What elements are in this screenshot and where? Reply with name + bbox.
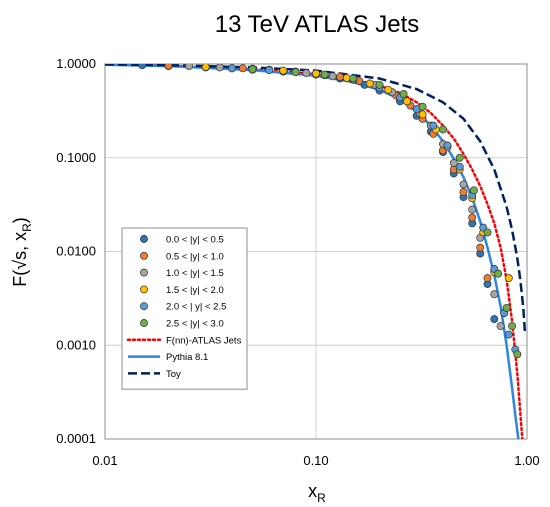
x-tick-label: 1.00 [514, 453, 539, 468]
data-point [513, 350, 522, 359]
legend-marker [140, 251, 148, 260]
data-point [201, 64, 210, 71]
y-tick-label: 0.1000 [56, 150, 96, 165]
data-point [508, 322, 517, 331]
data-point [490, 315, 499, 324]
data-point [215, 64, 224, 72]
data-point [468, 205, 477, 214]
data-point [494, 269, 503, 278]
y-axis-ticks: 1.0000 0.1000 0.0100 0.0010 0.0001 [56, 56, 96, 446]
data-point [459, 180, 468, 189]
data-point [483, 274, 492, 283]
x-tick-label: 0.01 [92, 453, 117, 468]
data-point [403, 97, 411, 106]
series-line [105, 64, 520, 439]
data-point [265, 66, 274, 75]
x-axis-label-sub: R [317, 491, 326, 505]
legend-marker [140, 268, 148, 277]
data-point [291, 68, 300, 77]
x-tick-label: 0.10 [303, 453, 328, 468]
data-point [328, 72, 337, 81]
plot-border [104, 63, 528, 440]
data-point [504, 274, 513, 283]
legend-marker [140, 319, 148, 327]
legend-label: Pythia 8.1 [166, 352, 208, 363]
data-point [459, 188, 468, 197]
legend-label: 0.0 < |y| < 0.5 [166, 235, 224, 246]
y-axis-label-close: ) [10, 217, 30, 223]
legend-marker [140, 235, 148, 243]
y-tick-label: 0.0010 [56, 337, 96, 352]
data-point [429, 121, 438, 130]
y-tick-label: 1.0000 [56, 56, 96, 71]
y-axis-label-main: F(√s, x [10, 232, 30, 287]
data-point [455, 162, 464, 171]
data-point [164, 64, 173, 70]
data-point [349, 74, 358, 83]
data-point [228, 64, 236, 73]
y-axis-label-sub: R [20, 223, 34, 232]
data-point [443, 141, 452, 150]
x-axis-label-main: x [308, 481, 317, 501]
data-point [365, 79, 374, 88]
data-point [496, 322, 505, 331]
chart-title: 13 TeV ATLAS Jets [215, 11, 420, 38]
data-point [502, 303, 511, 312]
data-point [185, 64, 193, 71]
data-point [138, 64, 147, 70]
x-axis-ticks: 0.01 0.10 1.00 [92, 453, 539, 468]
data-point [418, 102, 427, 111]
x-axis-label: xR [308, 481, 326, 505]
data-point [418, 110, 427, 119]
legend-marker [140, 302, 148, 311]
data-point [238, 64, 247, 73]
data-point [449, 159, 458, 167]
data-point [455, 153, 464, 162]
legend-label: F(nn)-ATLAS Jets [166, 335, 242, 346]
data-point [312, 69, 320, 78]
data-point [490, 290, 499, 299]
data-point [302, 69, 311, 78]
legend-label: 2.0 < | y| < 2.5 [166, 302, 226, 313]
data-point [439, 125, 447, 134]
legend-label: 2.5 < |y| < 3.0 [166, 319, 224, 330]
data-point [384, 85, 393, 94]
data-point [399, 89, 408, 98]
data-point [468, 213, 477, 222]
data-point [375, 80, 384, 89]
data-point [336, 72, 344, 81]
data-point [320, 70, 329, 79]
data-point [469, 186, 478, 195]
legend-label: 0.5 < |y| < 1.0 [166, 251, 224, 262]
legend-label: 1.5 < |y| < 2.0 [166, 285, 224, 296]
data-point [483, 228, 492, 237]
y-tick-label: 0.0001 [56, 431, 96, 446]
data-point [248, 65, 257, 74]
data-point [476, 243, 485, 252]
data-point [504, 330, 513, 339]
y-tick-label: 0.0100 [56, 244, 96, 259]
legend-label: Toy [166, 369, 181, 380]
y-axis-label: F(√s, xR) [10, 217, 34, 287]
legend-marker [140, 285, 148, 294]
legend: 0.0 < |y| < 0.5 0.5 < |y| < 1.0 1.0 < |y| … [121, 227, 248, 390]
legend-label: 1.0 < |y| < 1.5 [166, 268, 224, 279]
data-point [279, 66, 288, 75]
series-line [105, 64, 527, 335]
